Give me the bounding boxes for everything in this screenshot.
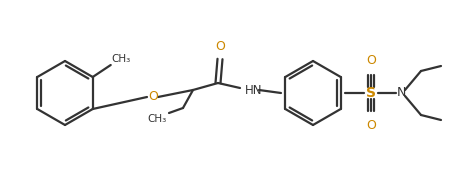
- Text: O: O: [366, 54, 376, 67]
- Text: N: N: [396, 86, 405, 100]
- Text: CH₃: CH₃: [148, 114, 167, 124]
- Text: CH₃: CH₃: [112, 54, 131, 64]
- Text: HN: HN: [245, 83, 263, 97]
- Text: O: O: [148, 90, 158, 104]
- Text: O: O: [215, 40, 225, 53]
- Text: O: O: [366, 119, 376, 132]
- Text: S: S: [366, 86, 376, 100]
